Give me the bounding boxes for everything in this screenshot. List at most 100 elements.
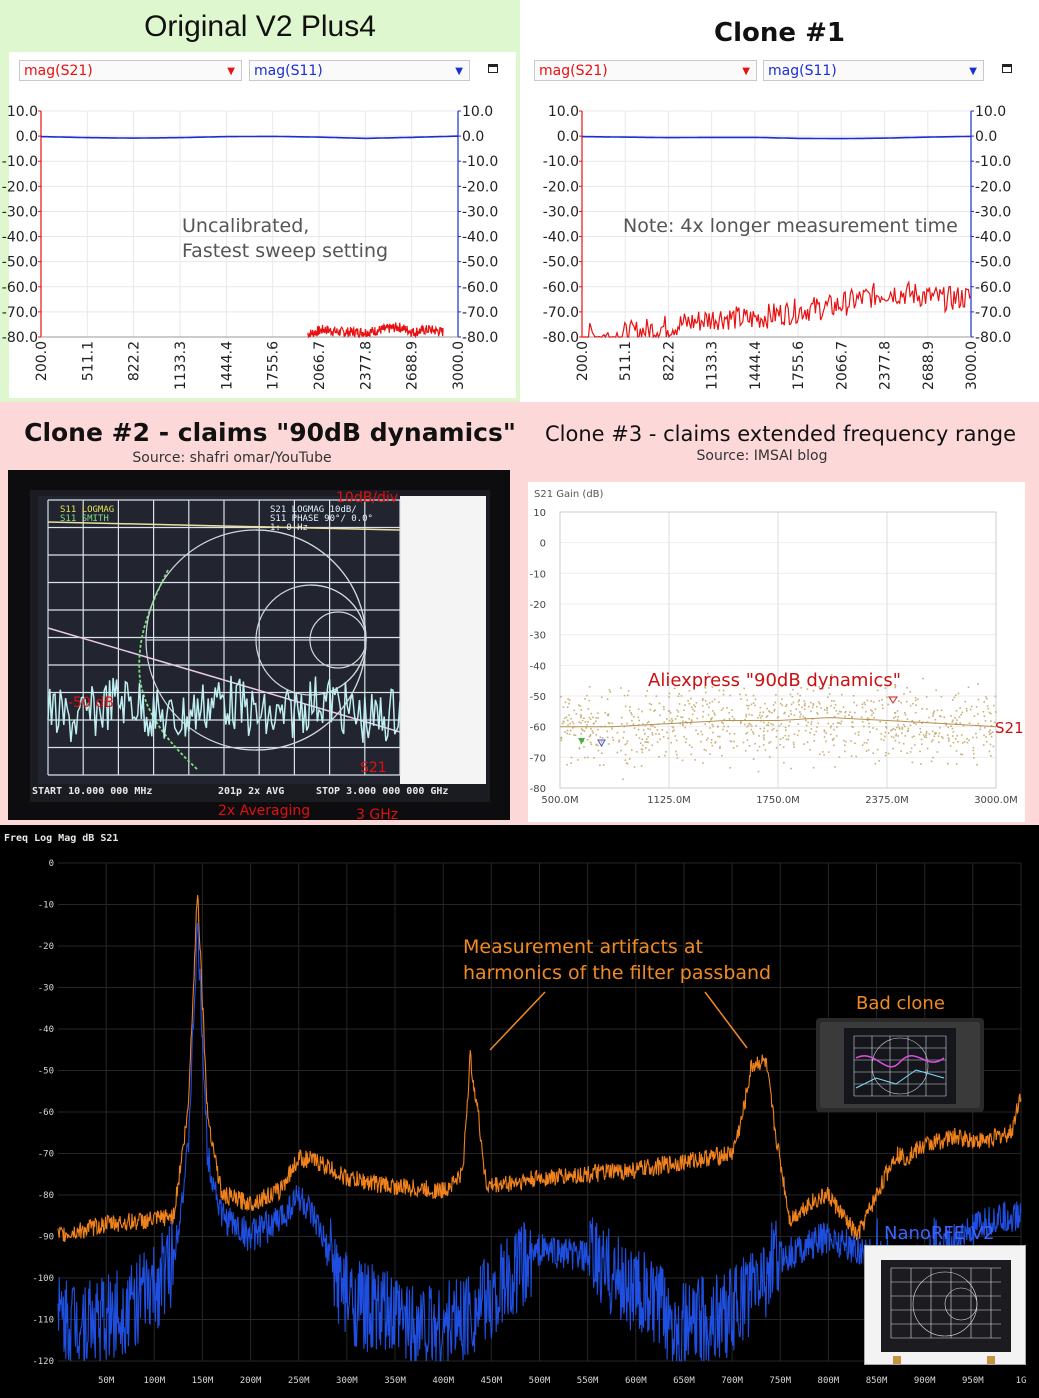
y-tick-label: -70 <box>530 753 546 764</box>
clone2-header-s21a: S21 LOGMAG 10dB/ <box>270 505 357 515</box>
x-tick-label: 650M <box>673 1376 695 1386</box>
trace1-select[interactable]: mag(S21) ▼ <box>534 60 757 81</box>
y-tick-label: -10.0 <box>462 154 498 170</box>
clone1-note: Note: 4x longer measurement time <box>623 215 958 237</box>
y-tick-label: -80.0 <box>462 330 498 346</box>
y-tick-label: 10 <box>533 508 546 519</box>
clone2-header-s21b: S11 PHASE 90°/ 0.0° <box>270 514 373 524</box>
clone2-screen: S11 LOGMAG S11 SMITH S21 LOGMAG 10dB/ S1… <box>30 490 490 820</box>
y-tick-label: -50.0 <box>2 255 38 271</box>
y-tick-label: 0.0 <box>16 129 38 145</box>
x-tick-label: 1G <box>1016 1376 1027 1386</box>
clone3-chart-bg <box>528 482 1025 822</box>
y-tick-label: -30.0 <box>462 204 498 220</box>
y-tick-label: -50 <box>530 692 546 703</box>
x-tick-label: 1444.4 <box>219 341 235 390</box>
x-tick-label: 2066.7 <box>312 341 328 390</box>
y-tick-label: 0.0 <box>975 129 997 145</box>
x-tick-label: 250M <box>288 1376 310 1386</box>
y-tick-label: -30 <box>530 631 546 642</box>
y-tick-label: -50.0 <box>543 255 579 271</box>
x-tick-label: 550M <box>577 1376 599 1386</box>
y-tick-label: -70.0 <box>975 305 1011 321</box>
x-tick-label: 500.0M <box>541 795 578 806</box>
trace2-select[interactable]: mag(S11) ▼ <box>249 60 470 81</box>
x-tick-label: 200.0 <box>34 341 50 381</box>
clone2-footer-stop: STOP 3.000 000 000 GHz <box>316 786 448 797</box>
x-tick-label: 150M <box>192 1376 214 1386</box>
y-tick-label: -20 <box>530 600 546 611</box>
x-tick-label: 2377.8 <box>878 341 894 390</box>
annotation-pointer <box>489 991 546 1051</box>
y-tick-label: -80 <box>38 1191 54 1201</box>
x-tick-label: 3000.0M <box>974 795 1018 806</box>
clone3-axis-title: S21 Gain (dB) <box>534 489 604 500</box>
x-tick-label: 50M <box>98 1376 115 1386</box>
clone2-header-s11b: S11 SMITH <box>60 514 109 524</box>
clone2-header-s11: S11 LOGMAG <box>60 505 114 515</box>
y-tick-label: -30.0 <box>543 204 579 220</box>
y-tick-label: -90 <box>38 1233 54 1243</box>
x-tick-label: 200.0 <box>575 341 591 381</box>
y-tick-label: 10.0 <box>7 104 38 120</box>
x-tick-label: 100M <box>143 1376 165 1386</box>
y-tick-label: -40.0 <box>462 230 498 246</box>
y-tick-label: -30.0 <box>2 204 38 220</box>
x-tick-label: 300M <box>336 1376 358 1386</box>
y-tick-label: -80 <box>530 784 546 795</box>
clone2-footer-mid: 201p 2x AVG <box>218 786 284 797</box>
y-tick-label: -20 <box>38 942 54 952</box>
bottom-label-good: NanoRFE V2 <box>884 1223 995 1244</box>
chevron-down-icon: ▼ <box>227 66 235 77</box>
s21-trace <box>582 280 972 339</box>
y-tick-label: 10.0 <box>462 104 493 120</box>
clone2-source: Source: shafri omar/YouTube <box>132 450 332 466</box>
x-tick-label: 800M <box>818 1376 840 1386</box>
clone2-photo: S11 LOGMAG S11 SMITH S21 LOGMAG 10dB/ S1… <box>8 470 510 820</box>
y-tick-label: -10 <box>530 569 546 580</box>
y-tick-label: -50.0 <box>975 255 1011 271</box>
clone2-label-div: 10dB/div <box>336 490 398 506</box>
x-tick-label: 3000.0 <box>964 341 980 390</box>
x-tick-label: 500M <box>529 1376 551 1386</box>
x-tick-label: 900M <box>914 1376 936 1386</box>
maximize-icon[interactable] <box>488 64 498 73</box>
trace1-select-value: mag(S21) <box>539 63 608 79</box>
y-tick-label: -40.0 <box>975 230 1011 246</box>
bottom-annotation-line1: Measurement artifacts at <box>463 936 703 958</box>
clone2-header-marker: 1: 0 Hz <box>270 523 308 533</box>
y-tick-label: -30 <box>38 984 54 994</box>
y-tick-label: -60.0 <box>462 280 498 296</box>
trace1-select[interactable]: mag(S21) ▼ <box>19 60 242 81</box>
clone1-title: Clone #1 <box>714 18 845 48</box>
nanorfe-screen <box>881 1260 1011 1364</box>
y-tick-label: -100 <box>32 1274 54 1284</box>
x-tick-label: 1755.6 <box>266 341 282 390</box>
bad-clone-screen <box>820 1022 980 1108</box>
y-tick-label: -70.0 <box>2 305 38 321</box>
bottom-chart-title: Freq Log Mag dB S21 <box>4 833 118 844</box>
trace2-select[interactable]: mag(S11) ▼ <box>763 60 984 81</box>
original-title: Original V2 Plus4 <box>144 10 376 43</box>
panel-clone1: Clone #1 mag(S21) ▼ mag(S11) ▼ 10.0 0.0 -10.… <box>520 0 1039 402</box>
chevron-down-icon: ▼ <box>969 66 977 77</box>
x-tick-label: 750M <box>769 1376 791 1386</box>
y-tick-label: -110 <box>32 1316 54 1326</box>
maximize-icon[interactable] <box>1002 64 1012 73</box>
original-note-line1: Uncalibrated, <box>182 215 309 237</box>
y-tick-label: -70.0 <box>543 305 579 321</box>
x-tick-label: 822.2 <box>661 341 677 381</box>
s11-trace <box>582 135 971 140</box>
y-tick-label: 10.0 <box>975 104 1006 120</box>
y-tick-label: -40.0 <box>543 230 579 246</box>
s11-trace <box>40 135 459 140</box>
clone2-label-avg: 2x Averaging <box>218 803 310 819</box>
y-tick-label: -80.0 <box>2 330 38 346</box>
x-tick-label: 511.1 <box>80 341 96 381</box>
x-tick-label: 700M <box>721 1376 743 1386</box>
x-tick-label: 3000.0 <box>451 341 467 390</box>
x-tick-label: 850M <box>866 1376 888 1386</box>
clone3-title: Clone #3 - claims extended frequency ran… <box>544 422 1017 446</box>
s21-average-line <box>560 717 997 728</box>
